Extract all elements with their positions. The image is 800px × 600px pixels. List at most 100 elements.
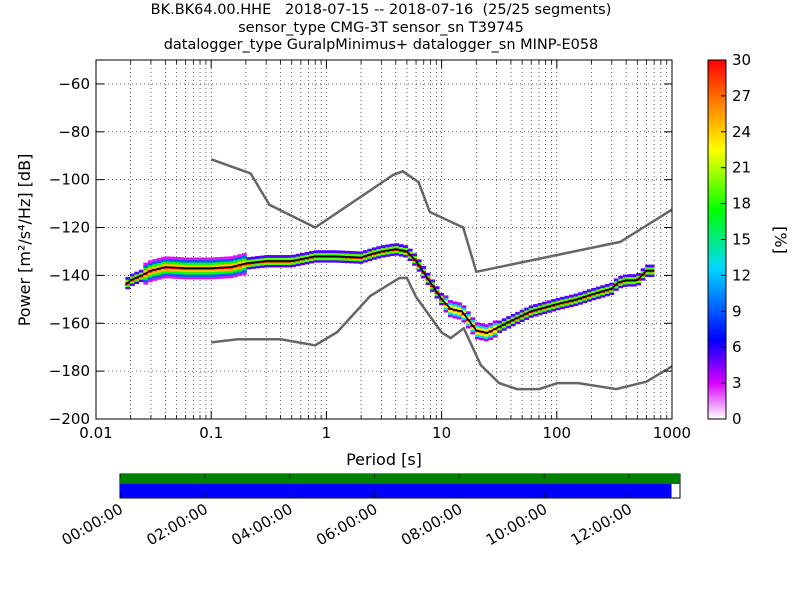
heatmap-cell — [434, 288, 440, 292]
heatmap-cell — [649, 271, 655, 275]
heatmap-cell — [461, 317, 467, 321]
heatmap-cell — [474, 324, 480, 328]
heatmap-cell — [223, 270, 229, 274]
heatmap-cell — [165, 273, 171, 276]
heatmap-cell — [407, 258, 413, 262]
heatmap-cell — [179, 257, 185, 260]
heatmap-cell — [573, 303, 579, 307]
heatmap-cell — [309, 253, 315, 257]
heatmap-cell — [125, 276, 131, 280]
heatmap-cell — [551, 306, 556, 310]
heatmap-cell — [152, 278, 158, 281]
heatmap-cell — [192, 257, 198, 261]
heatmap-cell — [519, 312, 525, 315]
heatmap-cell — [156, 257, 162, 261]
heatmap-cell — [223, 273, 229, 277]
heatmap-cell — [456, 307, 462, 310]
heatmap-cell — [456, 311, 462, 315]
y-tick-label: −120 — [49, 219, 90, 237]
heatmap-cell — [125, 284, 131, 287]
heatmap-cell — [147, 279, 153, 283]
heatmap-cell — [542, 308, 548, 312]
heatmap-cell — [201, 271, 207, 275]
heatmap-cell — [649, 264, 655, 268]
heatmap-cell — [237, 258, 243, 262]
chart-title: BK.BK64.00.HHE 2018-07-15 -- 2018-07-16 … — [0, 2, 762, 55]
heatmap-cell — [223, 275, 229, 279]
heatmap-cell — [376, 255, 382, 259]
heatmap-cell — [228, 273, 234, 276]
heatmap-cell — [398, 244, 404, 248]
heatmap-cell — [380, 254, 386, 258]
heatmap-cell — [174, 259, 180, 263]
heatmap-cell — [188, 257, 194, 261]
colorbar-tick-label: 6 — [732, 338, 742, 356]
heatmap-cell — [622, 281, 628, 285]
heatmap-cell — [416, 266, 422, 270]
heatmap-cell — [313, 257, 319, 261]
heatmap-cell — [147, 267, 153, 271]
heatmap-cell — [165, 268, 171, 272]
heatmap-cell — [389, 253, 395, 257]
heatmap-cell — [430, 289, 435, 292]
heatmap-cell — [555, 305, 561, 308]
heatmap-cell — [336, 257, 341, 261]
heatmap-cell — [161, 263, 167, 267]
heatmap-cell — [425, 272, 431, 276]
heatmap-cell — [385, 251, 391, 255]
heatmap-cell — [569, 297, 574, 300]
heatmap-cell — [241, 269, 247, 273]
heatmap-cell — [506, 323, 512, 327]
y-tick-label: −80 — [58, 123, 90, 141]
y-tick-label: −140 — [49, 266, 90, 284]
heatmap-cell — [448, 309, 453, 313]
heatmap-cell — [215, 273, 220, 277]
heatmap-cell — [560, 306, 565, 310]
heatmap-cell — [309, 251, 315, 254]
heatmap-cell — [591, 290, 597, 294]
heatmap-cell — [362, 257, 368, 261]
heatmap-cell — [237, 254, 243, 258]
heatmap-cell — [241, 257, 247, 261]
heatmap-cell — [286, 255, 292, 258]
heatmap-cell — [331, 250, 337, 254]
heatmap-cell — [295, 253, 301, 257]
heatmap-cell — [344, 257, 350, 261]
heatmap-cell — [537, 302, 543, 306]
title-line-1: BK.BK64.00.HHE 2018-07-15 -- 2018-07-16 … — [150, 2, 612, 18]
heatmap-cell — [152, 261, 158, 265]
heatmap-cell — [385, 246, 391, 250]
heatmap-cell — [510, 323, 516, 327]
heatmap-cell — [506, 325, 512, 329]
heatmap-cell — [488, 337, 494, 340]
heatmap-cell — [555, 307, 561, 311]
timeline-tick-label: 06:00:00 — [313, 500, 380, 549]
heatmap-cell — [416, 259, 422, 263]
heatmap-cell — [519, 319, 525, 323]
heatmap-cell — [564, 298, 570, 301]
heatmap-cell — [327, 259, 332, 263]
heatmap-cell — [246, 264, 252, 268]
heatmap-cell — [622, 284, 628, 287]
heatmap-cell — [389, 246, 395, 249]
heatmap-cell — [143, 281, 149, 285]
heatmap-cell — [264, 255, 270, 258]
heatmap-cell — [501, 325, 507, 329]
heatmap-cell — [443, 297, 449, 301]
timeline-tick-label: 02:00:00 — [144, 500, 211, 549]
heatmap-cell — [488, 325, 494, 328]
heatmap-cell — [604, 291, 610, 294]
heatmap-cell — [470, 326, 476, 330]
heatmap-cell — [439, 295, 444, 299]
heatmap-cell — [488, 327, 494, 331]
heatmap-cell — [304, 254, 310, 258]
x-tick-label: 10 — [432, 424, 451, 442]
heatmap-cell — [416, 268, 422, 272]
title-line-2: sensor_type CMG-3T sensor_sn T39745 — [238, 19, 524, 36]
heatmap-cell — [636, 282, 642, 286]
heatmap-cell — [232, 272, 238, 275]
heatmap-cell — [179, 273, 185, 277]
heatmap-cell — [573, 296, 579, 299]
heatmap-cell — [358, 258, 364, 262]
heatmap-cell — [465, 311, 471, 315]
